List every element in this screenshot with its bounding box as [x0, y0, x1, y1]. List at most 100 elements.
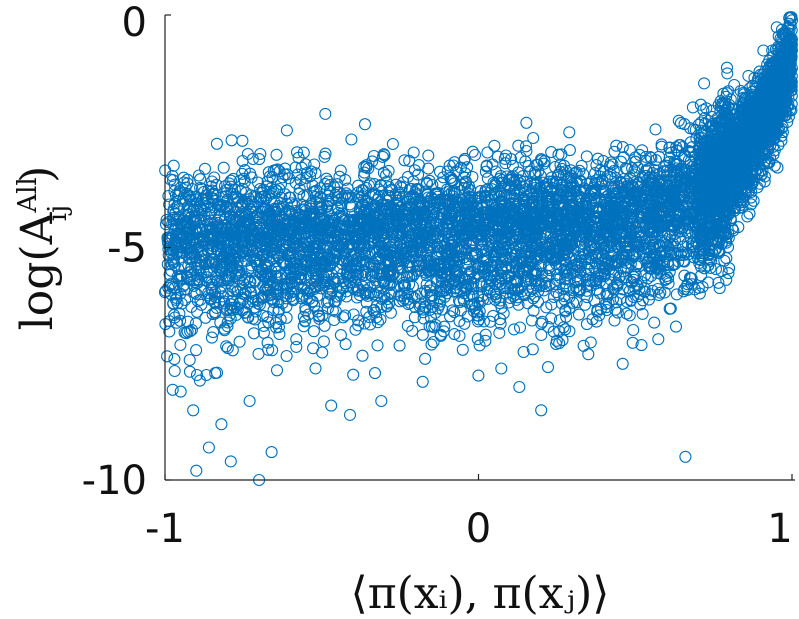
- scatter-point: [333, 170, 346, 183]
- scatter-point: [427, 335, 440, 349]
- data-points: [158, 11, 799, 487]
- scatter-point: [627, 290, 640, 303]
- scatter-point: [584, 336, 597, 349]
- scatter-point: [472, 369, 485, 382]
- scatter-point: [299, 158, 312, 171]
- scatter-point: [200, 265, 213, 279]
- scatter-point: [610, 139, 623, 152]
- scatter-point: [218, 295, 231, 308]
- scatter-point: [670, 288, 683, 301]
- scatter-point: [526, 343, 539, 356]
- scatter-point: [423, 320, 436, 333]
- scatter-point: [591, 305, 604, 318]
- scatter-point: [563, 126, 576, 139]
- scatter-point: [626, 336, 639, 349]
- scatter-point: [273, 327, 286, 341]
- scatter-point: [437, 171, 450, 184]
- scatter-point: [652, 150, 666, 163]
- scatter-point: [206, 308, 219, 321]
- scatter-point: [378, 149, 391, 162]
- scatter-point: [652, 333, 665, 346]
- scatter-point: [161, 350, 174, 363]
- scatter-point: [347, 308, 360, 321]
- scatter-point: [678, 269, 691, 282]
- scatter-point: [416, 328, 429, 341]
- scatter-point: [371, 316, 384, 329]
- scatter-point: [513, 321, 527, 334]
- scatter-point: [385, 286, 398, 299]
- scatter-point: [419, 352, 432, 365]
- scatter-point: [358, 118, 372, 131]
- scatter-point: [448, 306, 461, 319]
- scatter-point: [215, 268, 229, 281]
- scatter-point: [345, 133, 358, 146]
- scatter-point: [189, 317, 202, 330]
- scatter-point: [167, 159, 180, 172]
- scatter-point: [602, 297, 615, 310]
- scatter-point: [556, 334, 569, 347]
- scatter-point: [552, 148, 565, 161]
- scatter-point: [563, 144, 576, 157]
- scatter-point: [233, 335, 246, 348]
- scatter-point: [170, 316, 183, 329]
- scatter-point: [507, 323, 521, 336]
- scatter-point: [425, 338, 438, 351]
- scatter-point: [414, 287, 428, 300]
- scatter-point: [527, 304, 540, 317]
- scatter-point: [371, 339, 384, 352]
- scatter-point: [198, 162, 212, 175]
- scatter-point: [481, 292, 494, 305]
- scatter-point: [407, 146, 420, 159]
- scatter-point: [652, 288, 665, 302]
- scatter-point: [654, 286, 667, 299]
- scatter-point: [247, 327, 260, 340]
- scatter-point: [672, 114, 685, 127]
- scatter-point: [422, 149, 435, 162]
- scatter-point: [309, 167, 322, 180]
- scatter-point: [591, 152, 604, 165]
- scatter-point: [527, 131, 540, 145]
- scatter-point: [270, 148, 283, 161]
- scatter-point: [629, 282, 642, 295]
- scatter-point: [519, 140, 533, 153]
- scatter-point: [376, 150, 389, 163]
- scatter-point: [702, 276, 715, 289]
- scatter-point: [262, 166, 275, 179]
- scatter-point: [625, 294, 638, 307]
- scatter-point: [631, 290, 644, 303]
- scatter-point: [393, 339, 406, 352]
- scatter-point: [648, 316, 661, 329]
- scatter-point: [600, 303, 613, 317]
- scatter-point: [663, 141, 676, 155]
- scatter-point: [720, 61, 734, 74]
- scatter-point: [190, 368, 204, 382]
- scatter-point: [502, 296, 515, 309]
- scatter-point: [649, 123, 662, 136]
- scatter-point: [196, 244, 209, 257]
- scatter-point: [340, 191, 353, 204]
- scatter-point: [461, 161, 474, 174]
- scatter-point: [771, 161, 784, 174]
- scatter-point: [639, 169, 652, 182]
- scatter-point: [278, 257, 291, 270]
- scatter-point: [767, 148, 780, 161]
- scatter-point: [417, 312, 430, 325]
- scatter-point: [269, 316, 282, 330]
- scatter-point: [623, 309, 636, 322]
- scatter-point: [747, 194, 760, 207]
- scatter-point: [336, 258, 349, 271]
- scatter-point: [495, 362, 508, 375]
- scatter-point: [608, 314, 621, 327]
- scatter-point: [194, 173, 207, 186]
- scatter-point: [743, 207, 756, 220]
- scatter-point: [221, 316, 234, 329]
- scatter-point: [662, 272, 675, 285]
- scatter-point: [580, 318, 593, 331]
- scatter-point: [512, 139, 525, 152]
- scatter-point: [358, 166, 371, 179]
- scatter-point: [217, 161, 230, 174]
- scatter-point: [493, 326, 506, 339]
- scatter-point: [209, 306, 222, 319]
- scatter-point: [298, 315, 311, 328]
- scatter-point: [416, 375, 429, 388]
